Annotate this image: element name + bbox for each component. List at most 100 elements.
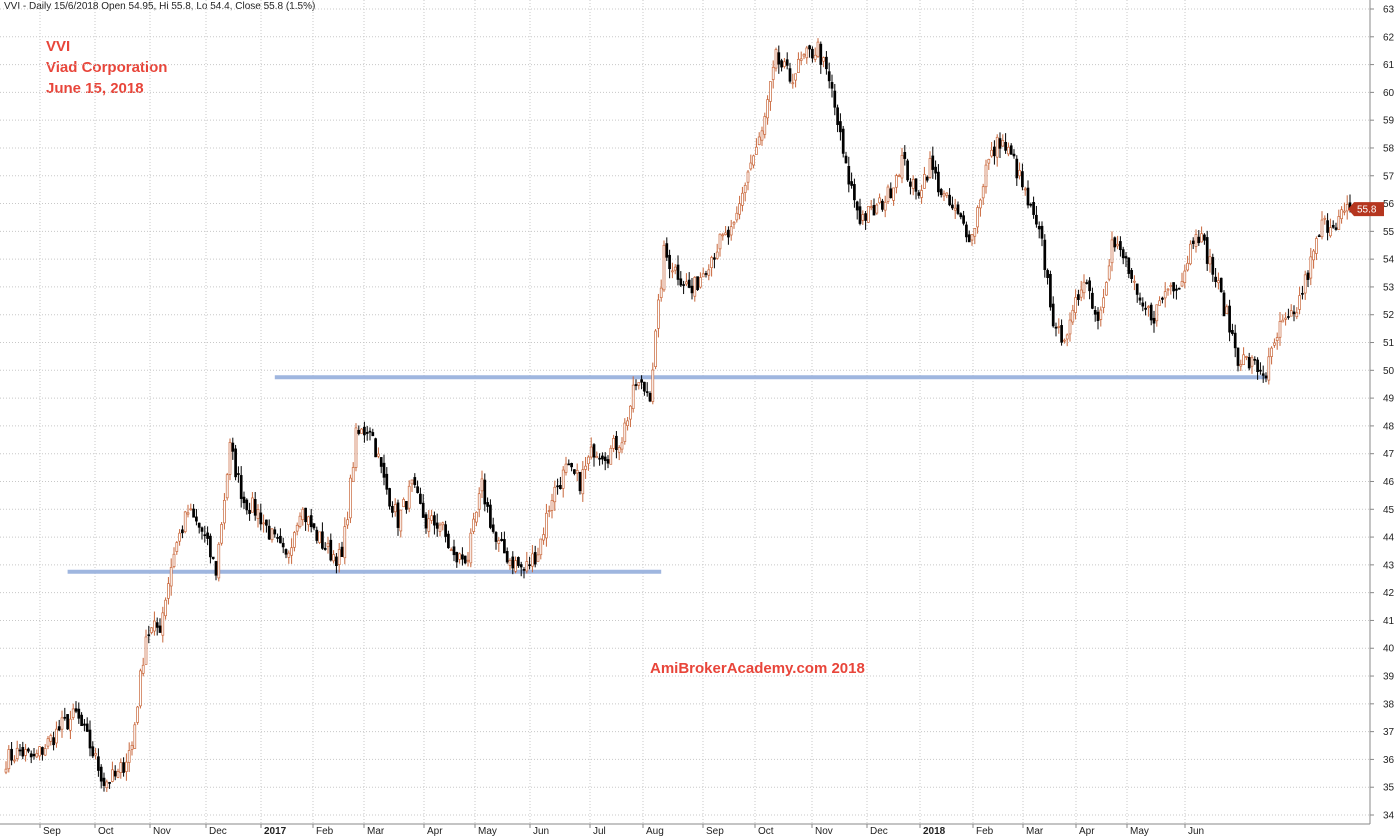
candle-body (1032, 202, 1035, 215)
candle-body (108, 782, 111, 784)
candle-body (136, 706, 139, 723)
candle-body (780, 60, 783, 68)
candle-body (690, 285, 694, 294)
candle-body (158, 625, 162, 633)
candle-body (1273, 342, 1276, 346)
candle-body (435, 522, 439, 529)
candle-body (27, 748, 30, 752)
candle-body (917, 192, 921, 196)
candle-body (1315, 238, 1318, 254)
candle-body (1289, 310, 1293, 317)
x-tick-label: Dec (209, 826, 227, 837)
candle-body (962, 215, 965, 224)
candle-body (951, 204, 954, 209)
candle-body (295, 524, 299, 532)
candle-body (1015, 158, 1019, 179)
candle-body (1147, 306, 1150, 308)
candle-body (721, 234, 725, 237)
candle-body (872, 204, 876, 216)
y-tick-label: 63 (1383, 5, 1395, 16)
candle-body (276, 537, 279, 539)
candle-body (738, 203, 741, 215)
candle-body (925, 176, 929, 181)
candle-body (559, 485, 562, 489)
candle-body (1138, 297, 1142, 301)
candle-body (1133, 280, 1136, 283)
candle-body (312, 523, 316, 529)
candle-body (637, 382, 641, 386)
x-axis-ticks: Sep Oct Nov Dec 2017 Feb Mar Apr May Jun Jul Aug Sep… (39, 824, 1204, 837)
candle-body (525, 561, 529, 572)
candle-body (111, 769, 114, 782)
candle-body (836, 107, 839, 125)
candle-body (550, 500, 554, 511)
candle-body (197, 522, 201, 528)
candle-body (612, 437, 615, 449)
candle-body (679, 278, 683, 286)
candle-body (1275, 337, 1279, 341)
candle-body (970, 234, 974, 241)
candle-body (511, 556, 515, 569)
candle-body (648, 392, 652, 402)
candle-body (505, 551, 509, 563)
candle-body (858, 206, 862, 224)
candle-body (1127, 257, 1131, 274)
candle-body (1091, 292, 1094, 309)
candle-body (116, 771, 120, 778)
candle-body (668, 254, 671, 270)
candle-body (1172, 282, 1175, 292)
candle-body (967, 234, 971, 243)
candle-body (290, 547, 293, 556)
x-tick-label: 2018 (923, 826, 946, 837)
candle-body (811, 48, 814, 59)
candle-body (1320, 219, 1324, 238)
candle-body (223, 499, 226, 524)
candle-body (161, 612, 165, 636)
candle-body (1099, 309, 1103, 320)
candle-body (1009, 145, 1013, 155)
chart-grid (0, 0, 1370, 824)
candle-body (351, 467, 355, 482)
candle-body (69, 718, 72, 731)
candle-body (326, 542, 330, 547)
candles (4, 38, 1352, 793)
candle-body (1301, 292, 1304, 295)
candle-body (609, 447, 613, 465)
candle-body (553, 486, 557, 503)
candle-body (4, 768, 8, 773)
candle-body (1074, 297, 1077, 313)
candle-body (256, 509, 260, 519)
candle-body (749, 162, 753, 170)
candle-body (1102, 297, 1105, 308)
chart-date: June 15, 2018 (46, 80, 144, 97)
candle-body (497, 540, 501, 544)
candle-body (595, 455, 599, 459)
candle-body (1278, 321, 1282, 338)
candle-body (729, 226, 733, 236)
y-tick-label: 52 (1383, 310, 1395, 321)
candle-body (119, 762, 123, 773)
candle-body (183, 511, 187, 533)
candle-body (1007, 146, 1010, 155)
candle-body (522, 569, 526, 571)
y-tick-label: 50 (1383, 366, 1395, 377)
candle-body (458, 553, 461, 560)
candle-body (777, 52, 781, 65)
candle-body (822, 57, 825, 62)
candle-body (181, 529, 184, 534)
candle-body (909, 181, 912, 187)
candle-body (911, 178, 915, 189)
candle-body (1312, 250, 1315, 261)
candle-body (631, 384, 635, 409)
candle-body (640, 379, 643, 383)
candle-body (279, 535, 282, 544)
candle-body (304, 507, 307, 523)
candle-body (155, 622, 159, 628)
candle-body (743, 185, 747, 193)
candle-body (388, 488, 391, 507)
candle-body (1219, 277, 1223, 293)
candle-body (931, 155, 935, 170)
candle-body (1175, 288, 1178, 291)
y-tick-label: 44 (1383, 533, 1395, 544)
candle-body (956, 204, 960, 214)
